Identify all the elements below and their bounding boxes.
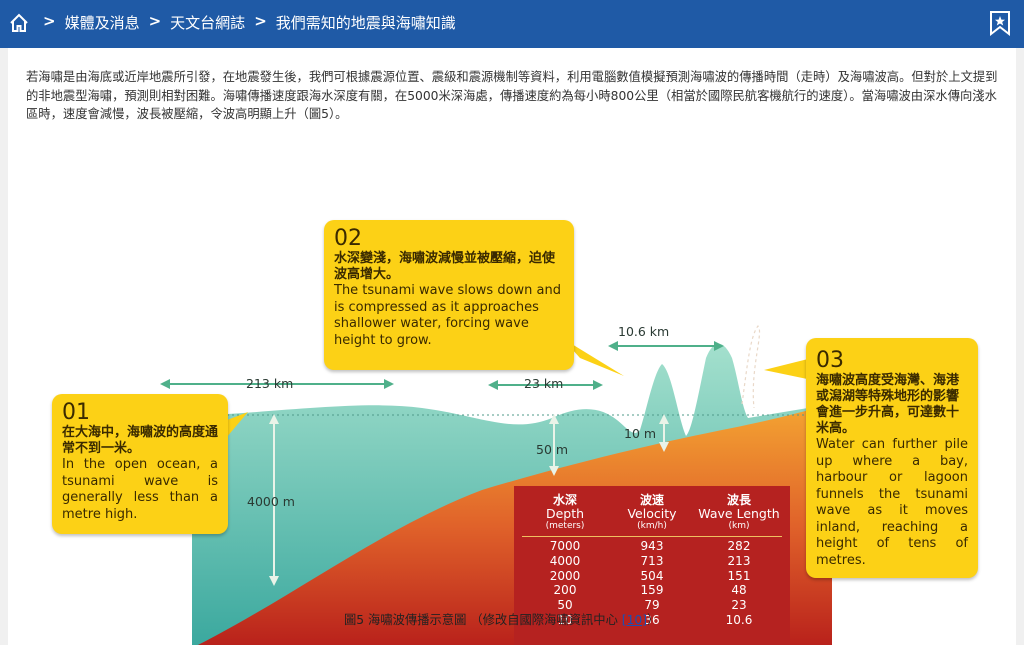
- table-row: 7000 943 282: [522, 539, 782, 554]
- header-en: Wave Length: [698, 506, 780, 521]
- bubble-number: 03: [816, 348, 844, 373]
- cell-velocity: 943: [640, 539, 664, 553]
- breadcrumb-separator: >: [254, 12, 267, 30]
- breadcrumb-media-news[interactable]: 媒體及消息: [64, 14, 140, 32]
- info-bubble-02: 02 水深變淺，海嘯波減慢並被壓縮，迫使波高增大。 The tsunami wa…: [324, 220, 574, 370]
- bookmark-star-icon[interactable]: [988, 10, 1012, 36]
- cell-wavelength: 213: [727, 553, 751, 568]
- label-213-km: 213 km: [246, 376, 294, 391]
- breadcrumb-current-page: 我們需知的地震與海嘯知識: [275, 14, 456, 32]
- cell-velocity: 79: [644, 598, 660, 613]
- cell-depth: 2000: [549, 568, 581, 583]
- label-4000-m: 4000 m: [247, 494, 295, 509]
- table-row: 4000 713 213: [522, 554, 782, 569]
- wavelength-arrow-10-6: [608, 341, 724, 351]
- table-header: 水深 Depth (meters) 波速 Velocity (km/h) 波長 …: [522, 494, 782, 533]
- bubble1-pointer: [222, 412, 248, 438]
- header-wavelength: 波長 Wave Length (km): [696, 494, 782, 533]
- breadcrumb: > 媒體及消息 > 天文台網誌 > 我們需知的地震與海嘯知識: [34, 12, 456, 33]
- cell-wavelength: 23: [731, 598, 747, 613]
- tsunami-data-table: 水深 Depth (meters) 波速 Velocity (km/h) 波長 …: [514, 486, 790, 645]
- cell-depth: 7000: [549, 539, 581, 553]
- cell-wavelength: 48: [731, 583, 747, 598]
- header-velocity: 波速 Velocity (km/h): [608, 494, 696, 533]
- cell-depth: 200: [553, 583, 577, 598]
- figure-caption: 圖5 海嘯波傳播示意圖 （修改自國際海嘯資訊中心 [10]）: [344, 610, 659, 628]
- cell-wavelength: 282: [727, 539, 751, 553]
- cell-depth: 10: [557, 612, 573, 627]
- home-icon[interactable]: [8, 12, 30, 34]
- wave-outline: [741, 325, 761, 409]
- cell-depth: 50: [557, 598, 573, 613]
- cell-velocity: 159: [640, 583, 664, 598]
- table-row: 200 159 48: [522, 583, 782, 598]
- info-bubble-01: 01 在大海中，海嘯波的高度通常不到一米。 In the open ocean,…: [52, 394, 228, 534]
- label-23-km: 23 km: [524, 376, 564, 391]
- depth-arrow-4000: [269, 414, 279, 586]
- label-50-m: 50 m: [536, 442, 569, 457]
- header-zh: 波速: [639, 493, 664, 507]
- caption-text: 圖5 海嘯波傳播示意圖 （修改自國際海嘯資訊中心: [344, 613, 622, 627]
- cell-wavelength: 151: [727, 568, 751, 583]
- bubble-text-zh: 海嘯波高度受海灣、海港或潟湖等特殊地形的影響會進一步升高，可達數十米高。: [816, 373, 960, 436]
- table-divider: [522, 536, 782, 537]
- cell-velocity: 713: [640, 553, 664, 568]
- header-en: Velocity: [627, 506, 677, 521]
- bubble-number: 02: [334, 226, 362, 251]
- header-zh: 波長: [726, 493, 751, 507]
- header-depth: 水深 Depth (meters): [522, 494, 608, 533]
- label-10-6-km: 10.6 km: [618, 324, 670, 339]
- table-row: 10 36 10.6: [522, 613, 782, 628]
- bubble3-pointer: [764, 358, 812, 380]
- header-en: Depth: [545, 506, 585, 521]
- tsunami-figure: 01 在大海中，海嘯波的高度通常不到一米。 In the open ocean,…: [42, 208, 992, 645]
- header-unit: (km): [728, 521, 750, 531]
- cell-velocity: 504: [640, 568, 664, 583]
- bubble2-pointer: [562, 338, 624, 376]
- bubble-text-en: In the open ocean, a tsunami wave is gen…: [62, 457, 218, 522]
- header-unit: (km/h): [637, 521, 667, 531]
- caption-end: ）: [647, 613, 660, 627]
- breadcrumb-observatory-blog[interactable]: 天文台網誌: [170, 14, 246, 32]
- table-row: 50 79 23: [522, 598, 782, 613]
- bubble-text-zh: 水深變淺，海嘯波減慢並被壓縮，迫使波高增大。: [334, 251, 556, 282]
- table-row: 2000 504 151: [522, 569, 782, 584]
- reference-link[interactable]: [10]: [621, 613, 648, 627]
- bubble-text-zh: 在大海中，海嘯波的高度通常不到一米。: [62, 425, 219, 456]
- info-bubble-03: 03 海嘯波高度受海灣、海港或潟湖等特殊地形的影響會進一步升高，可達數十米高。 …: [806, 338, 978, 578]
- label-10-m: 10 m: [624, 426, 657, 441]
- bubble-text-en: The tsunami wave slows down and is compr…: [334, 283, 561, 348]
- header-unit: (meters): [545, 521, 585, 531]
- depth-arrow-10: [659, 414, 669, 452]
- top-navigation-bar: > 媒體及消息 > 天文台網誌 > 我們需知的地震與海嘯知識: [0, 0, 1024, 48]
- cell-velocity: 36: [644, 612, 660, 627]
- breadcrumb-separator: >: [148, 12, 162, 30]
- breadcrumb-separator: >: [43, 12, 56, 30]
- cell-depth: 4000: [549, 553, 581, 568]
- wavelength-arrow-23: [488, 380, 603, 390]
- bubble-number: 01: [62, 400, 90, 425]
- intro-paragraph: 若海嘯是由海底或近岸地震所引發，在地震發生後，我們可根據震源位置、震級和震源機制…: [26, 70, 998, 121]
- header-zh: 水深: [552, 493, 577, 507]
- bubble-text-en: Water can further pile up where a bay, h…: [816, 437, 968, 568]
- article-content: 若海嘯是由海底或近岸地震所引發，在地震發生後，我們可根據震源位置、震級和震源機制…: [8, 48, 1016, 645]
- cell-wavelength: 10.6: [725, 612, 753, 627]
- depth-arrow-50: [549, 414, 559, 476]
- wavelength-arrow-213: [160, 379, 394, 389]
